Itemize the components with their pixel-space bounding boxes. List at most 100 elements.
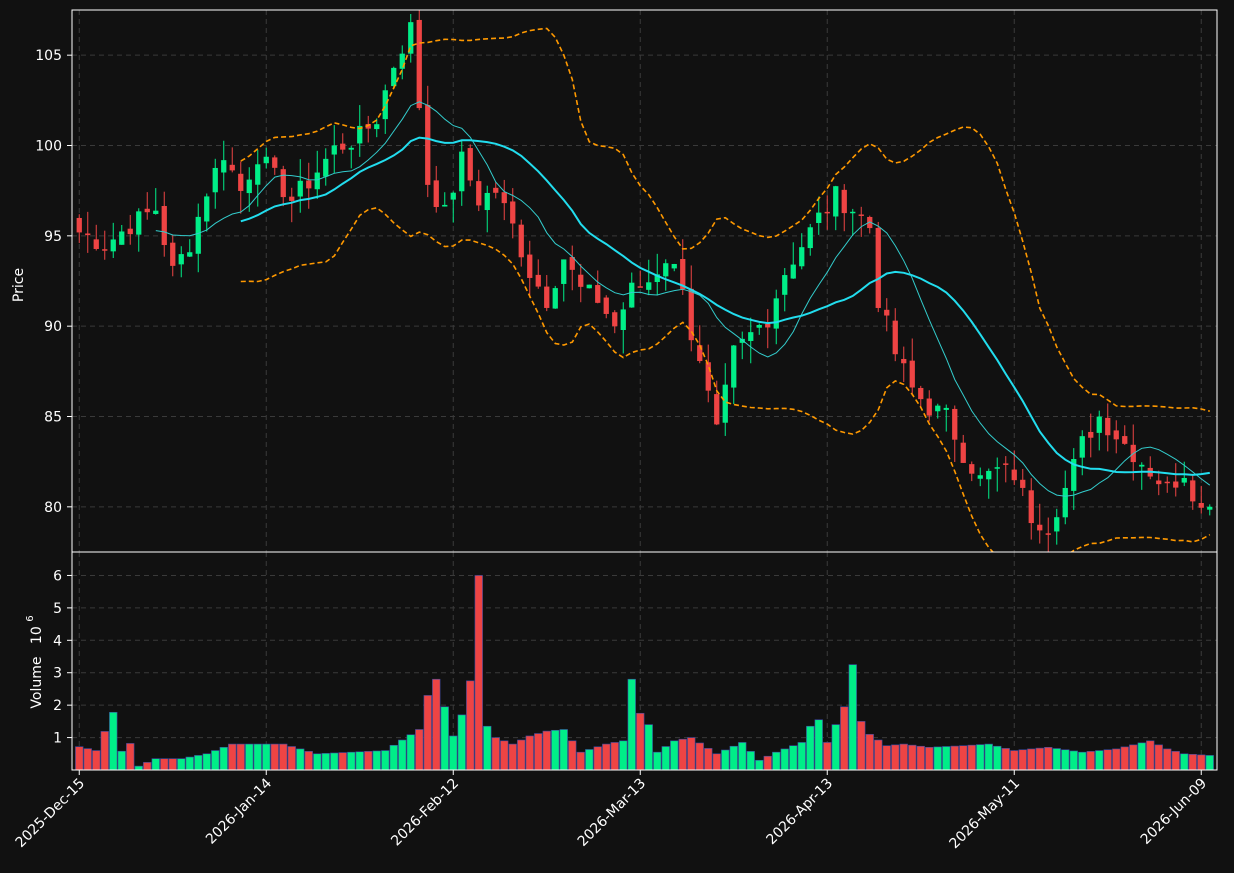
candle-body [722, 384, 728, 423]
volume-bar [525, 735, 534, 771]
volume-bar [551, 729, 560, 771]
candle-body [476, 181, 482, 206]
candle-body [578, 274, 584, 287]
volume-bar [704, 748, 713, 771]
candles-group [76, 10, 1213, 552]
price-tick-label: 100 [35, 139, 62, 155]
volume-bar [814, 719, 823, 771]
volume-bar [746, 751, 755, 771]
volume-bar [542, 730, 551, 771]
volume-axis-label-exponent: 10 [29, 626, 45, 644]
volume-bar [993, 745, 1002, 771]
volume-bar [797, 742, 806, 771]
candle-body [535, 274, 541, 287]
volume-bar [423, 695, 432, 771]
volume-bar [126, 743, 135, 771]
volume-bar [593, 746, 602, 771]
x-axis: 2025-Dec-15 2026-Jan-14 2026-Feb-12 2026-Ma… [13, 770, 1210, 852]
candle-body [850, 211, 856, 214]
volume-bar [160, 758, 169, 771]
candle-body [595, 285, 601, 303]
volume-bar [559, 729, 568, 771]
candle-body [153, 210, 159, 214]
candle-body [1164, 481, 1170, 484]
volume-bar [780, 748, 789, 771]
volume-bar [372, 750, 381, 771]
volume-bar [202, 753, 211, 771]
candle-body [263, 156, 269, 164]
candle-body [841, 189, 847, 214]
volume-bar [483, 725, 492, 771]
candle-body [314, 172, 320, 190]
volume-bar [840, 706, 849, 771]
volume-bar [117, 750, 126, 771]
candle-body [705, 362, 711, 391]
candle-body [629, 282, 635, 308]
volume-bar [279, 743, 288, 771]
volume-bar [389, 744, 398, 771]
volume-bar [908, 744, 917, 771]
candle-body [93, 239, 99, 249]
price-panel: 80 85 90 95 100 105 [35, 9, 1218, 553]
volume-bar [313, 753, 322, 771]
volume-bar [219, 747, 228, 771]
volume-bar [1154, 744, 1163, 771]
candle-body [765, 323, 771, 328]
candle-body [586, 284, 592, 289]
candle-body [884, 309, 890, 316]
time-tick-label: 2026-Feb-12 [388, 776, 462, 850]
candle-body [76, 217, 82, 233]
volume-bar [644, 724, 653, 771]
candle-body [229, 164, 235, 171]
candle-body [323, 158, 329, 177]
candle-body [365, 124, 371, 129]
candle-body [501, 192, 507, 204]
volume-bar [253, 743, 262, 771]
candle-body [790, 264, 796, 279]
volume-bar [432, 678, 441, 771]
volume-bar [1001, 748, 1010, 771]
volume-bar [670, 740, 679, 771]
candle-body [1207, 506, 1213, 510]
candle-body [442, 204, 448, 207]
volume-bar [678, 738, 687, 771]
volume-bar [398, 739, 407, 771]
candle-body [1028, 490, 1034, 524]
volume-bar [942, 746, 951, 771]
candle-body [1096, 416, 1102, 433]
candle-body [1113, 430, 1119, 440]
candle-body [1054, 517, 1060, 532]
volume-bar [1188, 754, 1197, 771]
volume-bar [1146, 740, 1155, 771]
candle-body [374, 124, 380, 130]
candle-body [289, 196, 295, 201]
volume-bar [474, 575, 483, 771]
volume-bar [151, 758, 160, 771]
candle-body [918, 387, 924, 400]
candle-body [544, 286, 550, 308]
volume-bar [1180, 753, 1189, 771]
volume-bar [1197, 754, 1206, 771]
volume-bar [976, 744, 985, 771]
candle-body [646, 282, 652, 290]
volume-tick-label: 5 [53, 601, 62, 617]
volume-bar [687, 737, 696, 771]
volume-tick-label: 1 [53, 731, 62, 747]
volume-bar [602, 743, 611, 771]
candle-body [467, 148, 473, 181]
candle-body [408, 22, 414, 54]
candle-body [986, 470, 992, 480]
moving-average-fast-line [155, 101, 1211, 497]
candle-body [102, 249, 108, 251]
volume-bar [610, 742, 619, 771]
candle-body [340, 143, 346, 150]
volume-frame [71, 551, 1218, 771]
candle-body [688, 288, 694, 341]
candle-body [450, 192, 456, 200]
candle-body [680, 259, 686, 289]
volume-bar [1018, 749, 1027, 771]
volume-bar [381, 750, 390, 771]
volume-bar [321, 753, 330, 771]
candle-body [297, 180, 303, 197]
volume-bar [950, 745, 959, 771]
